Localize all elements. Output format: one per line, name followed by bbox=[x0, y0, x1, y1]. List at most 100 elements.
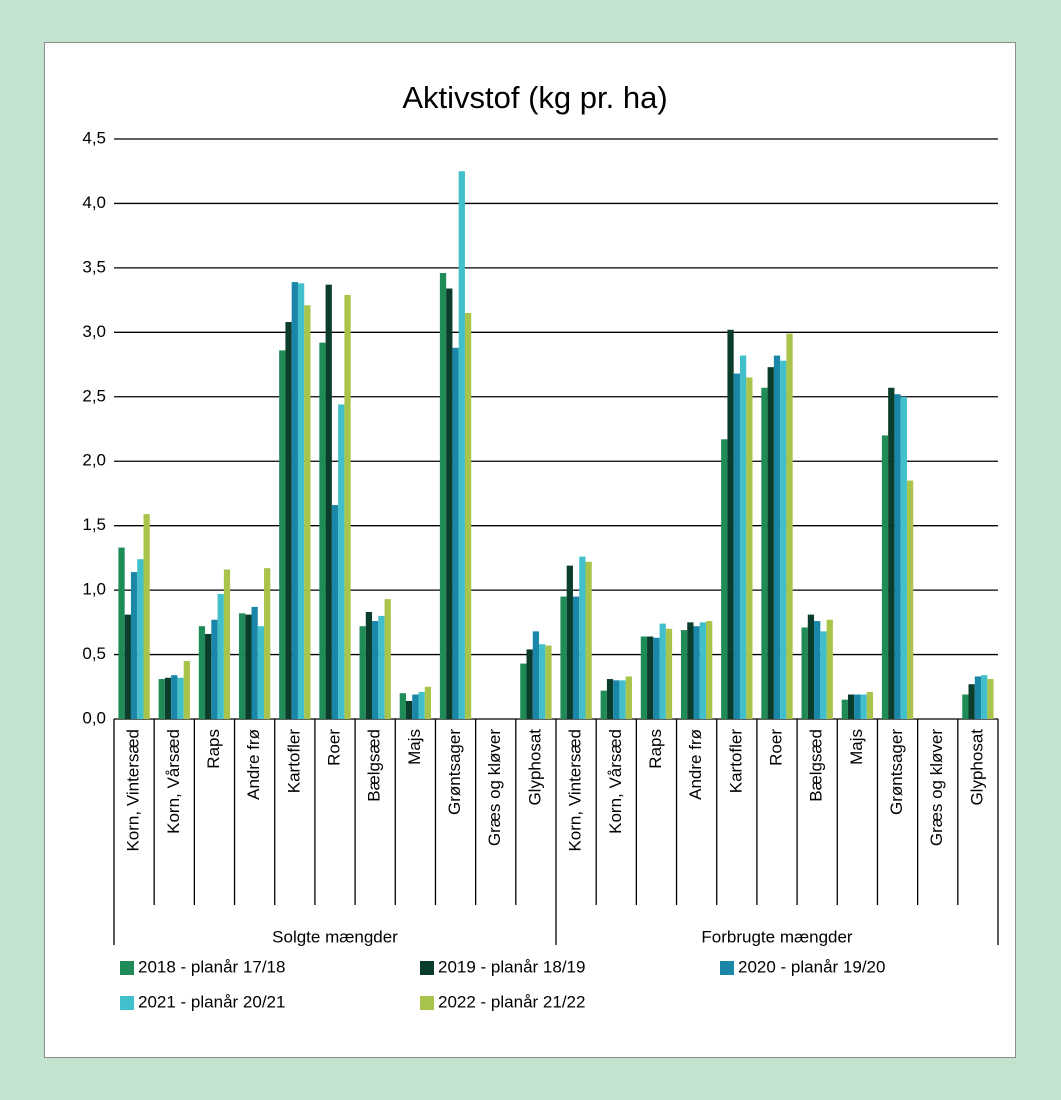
bar bbox=[572, 596, 580, 719]
legend-swatch bbox=[420, 996, 434, 1010]
bar bbox=[866, 691, 874, 719]
legend-label: 2019 - planår 18/19 bbox=[438, 957, 585, 976]
bar bbox=[279, 350, 286, 719]
bar bbox=[291, 282, 298, 719]
bar bbox=[399, 693, 406, 719]
bar bbox=[158, 679, 165, 719]
bar bbox=[585, 561, 592, 719]
bar bbox=[338, 404, 345, 719]
chart-title: Aktivstof (kg pr. ha) bbox=[402, 80, 667, 115]
bar bbox=[767, 367, 774, 719]
bar bbox=[739, 355, 747, 719]
bar bbox=[706, 621, 713, 719]
x-tick-label: Roer bbox=[324, 729, 343, 766]
bar bbox=[881, 435, 889, 719]
bar bbox=[560, 596, 567, 719]
x-tick-label: Majs bbox=[405, 729, 424, 765]
bar bbox=[826, 619, 833, 719]
bar bbox=[727, 329, 734, 719]
bar bbox=[625, 676, 632, 719]
x-tick-label: Korn, Vårsæd bbox=[164, 729, 183, 834]
bar bbox=[721, 439, 728, 719]
legend-swatch bbox=[120, 996, 134, 1010]
bar bbox=[183, 661, 190, 719]
x-tick-label: Korn, Vintersæd bbox=[566, 729, 585, 852]
x-tick-label: Grøntsager bbox=[445, 729, 464, 815]
bar bbox=[801, 627, 808, 719]
bar bbox=[264, 568, 271, 719]
bar bbox=[606, 679, 614, 719]
x-tick-label: Glyphosat bbox=[967, 729, 986, 806]
bar bbox=[171, 675, 178, 719]
bar bbox=[900, 396, 907, 719]
bar bbox=[124, 614, 131, 719]
bar bbox=[773, 355, 781, 719]
x-tick-label: Korn, Vårsæd bbox=[606, 729, 625, 834]
y-tick-label: 2,5 bbox=[82, 386, 106, 405]
bar bbox=[198, 626, 206, 719]
legend-swatch bbox=[420, 961, 434, 975]
bar bbox=[344, 294, 351, 719]
x-tick-label: Raps bbox=[204, 729, 223, 769]
bar bbox=[746, 377, 753, 719]
bar bbox=[297, 283, 305, 719]
x-tick-label: Korn, Vintersæd bbox=[124, 729, 143, 852]
x-tick-label: Grøntsager bbox=[887, 729, 906, 815]
bar bbox=[665, 628, 673, 719]
y-tick-label: 0,5 bbox=[82, 644, 106, 663]
bar bbox=[854, 694, 861, 719]
bar bbox=[640, 636, 648, 719]
bar bbox=[446, 288, 453, 719]
y-tick-label: 3,5 bbox=[82, 257, 106, 276]
bar bbox=[217, 593, 224, 719]
bar bbox=[579, 556, 586, 719]
bar bbox=[257, 626, 265, 719]
bar bbox=[566, 565, 573, 719]
bar bbox=[405, 700, 413, 719]
bar bbox=[786, 333, 793, 719]
y-tick-label: 4,0 bbox=[82, 193, 106, 212]
bar bbox=[325, 284, 332, 719]
bar bbox=[526, 649, 533, 719]
bar bbox=[780, 360, 787, 719]
legend-label: 2018 - planår 17/18 bbox=[138, 957, 285, 976]
bar bbox=[680, 630, 688, 719]
bar bbox=[653, 637, 660, 719]
bar bbox=[164, 677, 172, 719]
bar bbox=[365, 612, 373, 719]
bar bbox=[211, 619, 218, 719]
legend-label: 2020 - planår 19/20 bbox=[738, 957, 885, 976]
bar bbox=[539, 644, 546, 719]
y-tick-label: 1,0 bbox=[82, 580, 106, 599]
bar bbox=[820, 631, 827, 719]
bar bbox=[458, 171, 465, 719]
bar bbox=[378, 615, 385, 719]
bar bbox=[906, 480, 914, 719]
bar bbox=[841, 699, 848, 719]
bar bbox=[687, 622, 694, 719]
bar bbox=[699, 622, 707, 719]
x-tick-label: Glyphosat bbox=[525, 729, 544, 806]
group-label: Solgte mængder bbox=[272, 927, 398, 946]
bar bbox=[137, 559, 144, 719]
bar bbox=[847, 694, 855, 719]
bar bbox=[968, 684, 975, 719]
x-tick-label: Majs bbox=[847, 729, 866, 765]
group-label: Forbrugte mængder bbox=[701, 927, 853, 946]
bar bbox=[814, 621, 821, 719]
bar bbox=[733, 373, 740, 719]
bar bbox=[418, 691, 425, 719]
bar bbox=[245, 614, 252, 719]
bar bbox=[439, 273, 447, 719]
bar bbox=[888, 387, 895, 719]
bar bbox=[412, 694, 419, 719]
x-tick-label: Andre frø bbox=[244, 729, 263, 800]
bar bbox=[981, 675, 988, 719]
bar bbox=[130, 572, 138, 719]
legend-label: 2022 - planår 21/22 bbox=[438, 992, 585, 1011]
bar bbox=[659, 623, 666, 719]
chart-panel bbox=[44, 42, 1016, 1058]
y-tick-label: 2,0 bbox=[82, 451, 106, 470]
x-tick-label: Bælgsæd bbox=[365, 729, 384, 802]
